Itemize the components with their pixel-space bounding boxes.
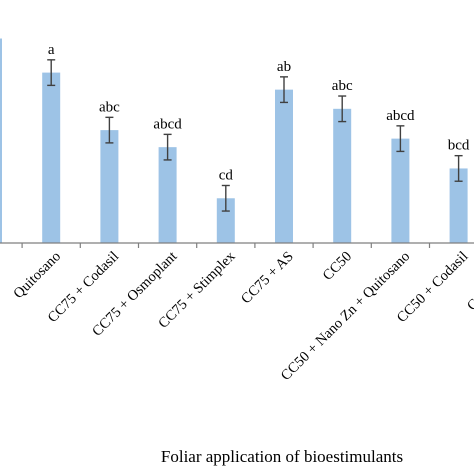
significance-letter-4: cd [219, 167, 234, 183]
bar-7 [391, 138, 410, 243]
significance-letter-5: ab [277, 59, 291, 75]
significance-letter-1: a [48, 42, 55, 58]
error-bar-1 [47, 59, 56, 87]
error-bar-2 [105, 116, 114, 144]
bar-8 [449, 168, 468, 243]
bar-0 [0, 38, 2, 243]
bar-6 [333, 108, 352, 243]
error-bar-6 [338, 95, 347, 123]
bar-5 [275, 89, 293, 243]
bar-1 [42, 72, 61, 243]
significance-letter-2: abc [99, 99, 120, 115]
bar-4 [216, 198, 235, 243]
significance-letter-3: abcd [153, 116, 182, 132]
significance-letters-group: baabcabcdcdababcabcdbcd [48, 42, 470, 184]
significance-letter-7: abcd [386, 108, 415, 124]
significance-letter-8: bcd [448, 138, 470, 154]
bar-3 [158, 147, 177, 243]
error-bar-7 [396, 125, 405, 153]
error-bars-group [47, 59, 463, 212]
x-tick-label-6: CC50 [320, 249, 355, 284]
error-bar-3 [163, 133, 172, 161]
significance-letter-6: abc [332, 78, 353, 94]
x-ticks-group [21, 243, 431, 248]
x-tick-label-5: CC75 + AS [238, 249, 297, 308]
error-bar-5 [280, 76, 288, 104]
error-bar-8 [454, 154, 463, 182]
bar-2 [100, 130, 119, 243]
bars-group [0, 38, 468, 243]
error-bar-4 [221, 184, 230, 212]
x-tick-label-1: Quitosano [11, 249, 64, 302]
x-axis-title: Foliar application of bioestimulants [161, 447, 403, 466]
